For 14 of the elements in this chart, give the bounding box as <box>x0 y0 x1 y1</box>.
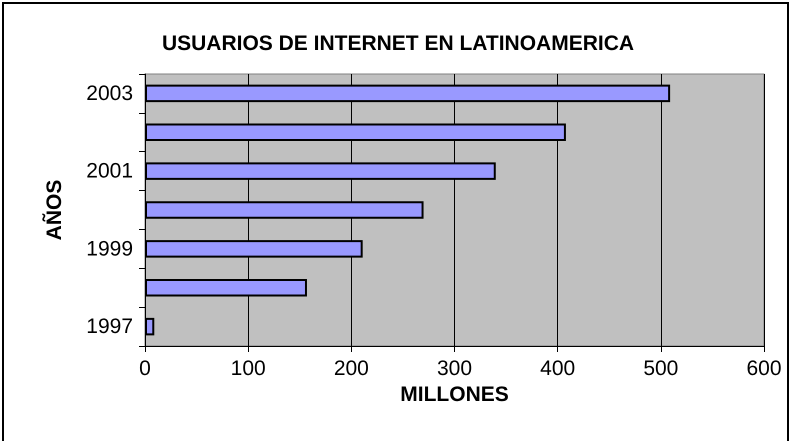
y-axis-title: AÑOS <box>42 180 66 240</box>
x-axis-title: MILLONES <box>400 383 509 406</box>
y-tick-label: 2003 <box>86 82 133 105</box>
x-tick-label: 600 <box>746 357 782 380</box>
x-tick-label: 400 <box>540 357 576 380</box>
x-tick-label: 500 <box>643 357 678 380</box>
x-tick-label: 300 <box>436 357 472 380</box>
x-tick-label: 200 <box>334 357 369 380</box>
y-tick-label: 2001 <box>86 160 133 183</box>
y-tick-label: 1997 <box>86 315 133 338</box>
x-tick-label: 100 <box>230 357 266 380</box>
y-tick-label: 1999 <box>86 237 133 260</box>
chart-title: USUARIOS DE INTERNET EN LATINOAMERICA <box>162 32 634 55</box>
x-tick-label: 0 <box>139 357 151 380</box>
